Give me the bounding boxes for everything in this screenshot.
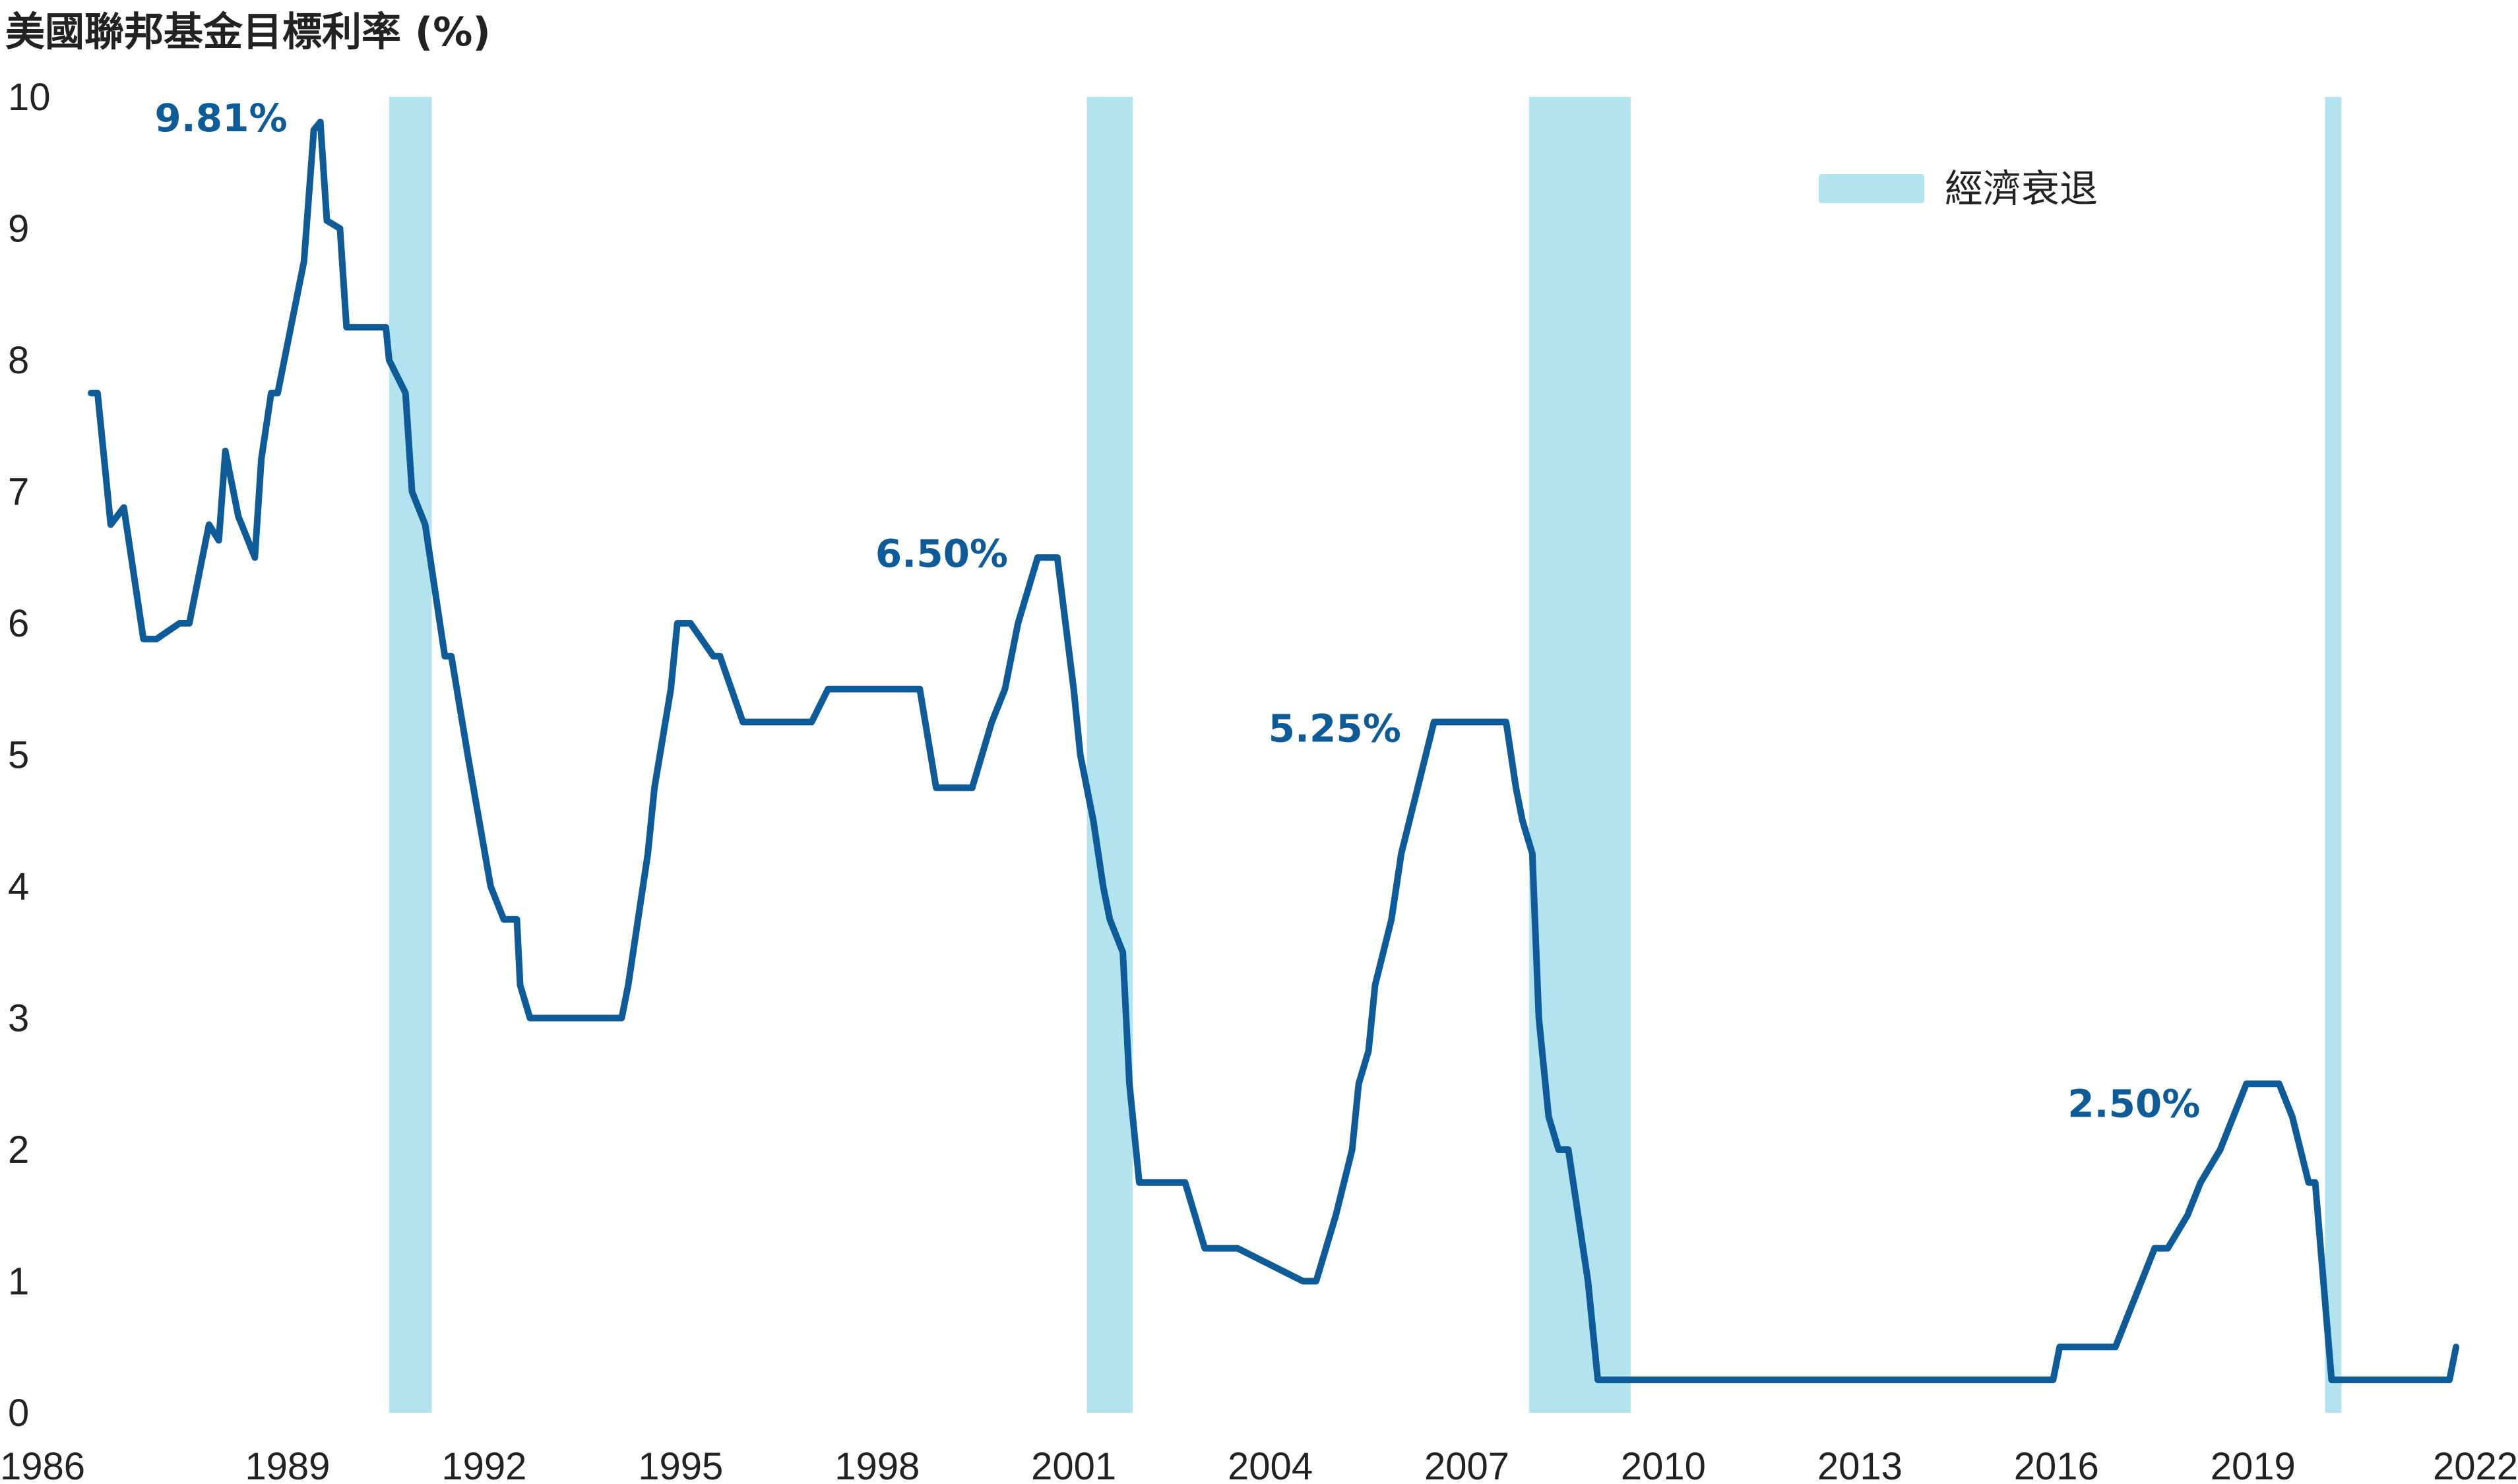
peak-label-1: 9.81% [154,96,287,140]
y-tick-label-5: 5 [8,734,29,777]
legend: 經濟衰退 [1819,166,2098,211]
legend-label-recession: 經濟衰退 [1945,166,2098,211]
x-tick-label-2019: 2019 [2211,1445,2296,1484]
x-tick-label-1992: 1992 [441,1445,526,1484]
x-axis: 1986 1989 1992 1995 1998 2001 2004 2007 2010 2013… [0,1445,2518,1484]
x-tick-label-1986: 1986 [0,1445,85,1484]
y-tick-label-4: 4 [8,865,29,908]
x-tick-label-2013: 2013 [1817,1445,1903,1484]
x-tick-label-2010: 2010 [1621,1445,1706,1484]
y-tick-label-7: 7 [8,471,29,514]
x-tick-label-2004: 2004 [1228,1445,1313,1484]
recession-bands [389,97,2342,1413]
series-layer [88,118,2460,1384]
y-tick-label-1: 1 [8,1260,29,1303]
series-line-1 [88,118,2460,1384]
recession-band-2 [1086,97,1133,1413]
y-tick-label-8: 8 [8,339,29,382]
x-tick-label-1998: 1998 [834,1445,920,1484]
y-tick-label-0: 0 [8,1392,29,1435]
y-tick-label-6: 6 [8,602,29,645]
y-axis: 0 1 2 3 4 5 6 7 8 9 10 [8,76,51,1435]
y-tick-label-9: 9 [8,208,29,251]
recession-band-4 [2325,97,2342,1413]
x-tick-label-2007: 2007 [1424,1445,1509,1484]
x-tick-label-1989: 1989 [245,1445,330,1484]
peak-labels: 9.81% 6.50% 5.25% 2.50% [154,96,2200,1126]
y-tick-label-2: 2 [8,1128,29,1171]
x-tick-label-1995: 1995 [638,1445,723,1484]
x-tick-label-2022: 2022 [2433,1445,2518,1484]
y-tick-label-3: 3 [8,997,29,1040]
peak-label-3: 5.25% [1269,706,1401,751]
y-tick-label-10: 10 [8,76,51,119]
recession-band-3 [1528,97,1631,1413]
peak-label-4: 2.50% [2067,1081,2200,1126]
x-tick-label-2016: 2016 [2014,1445,2099,1484]
recession-band-1 [389,97,432,1413]
x-tick-label-2001: 2001 [1031,1445,1116,1484]
chart-title: 美國聯邦基金目標利率 (%) [5,9,491,55]
peak-label-2: 6.50% [875,531,1008,576]
legend-swatch-recession [1819,174,1924,203]
